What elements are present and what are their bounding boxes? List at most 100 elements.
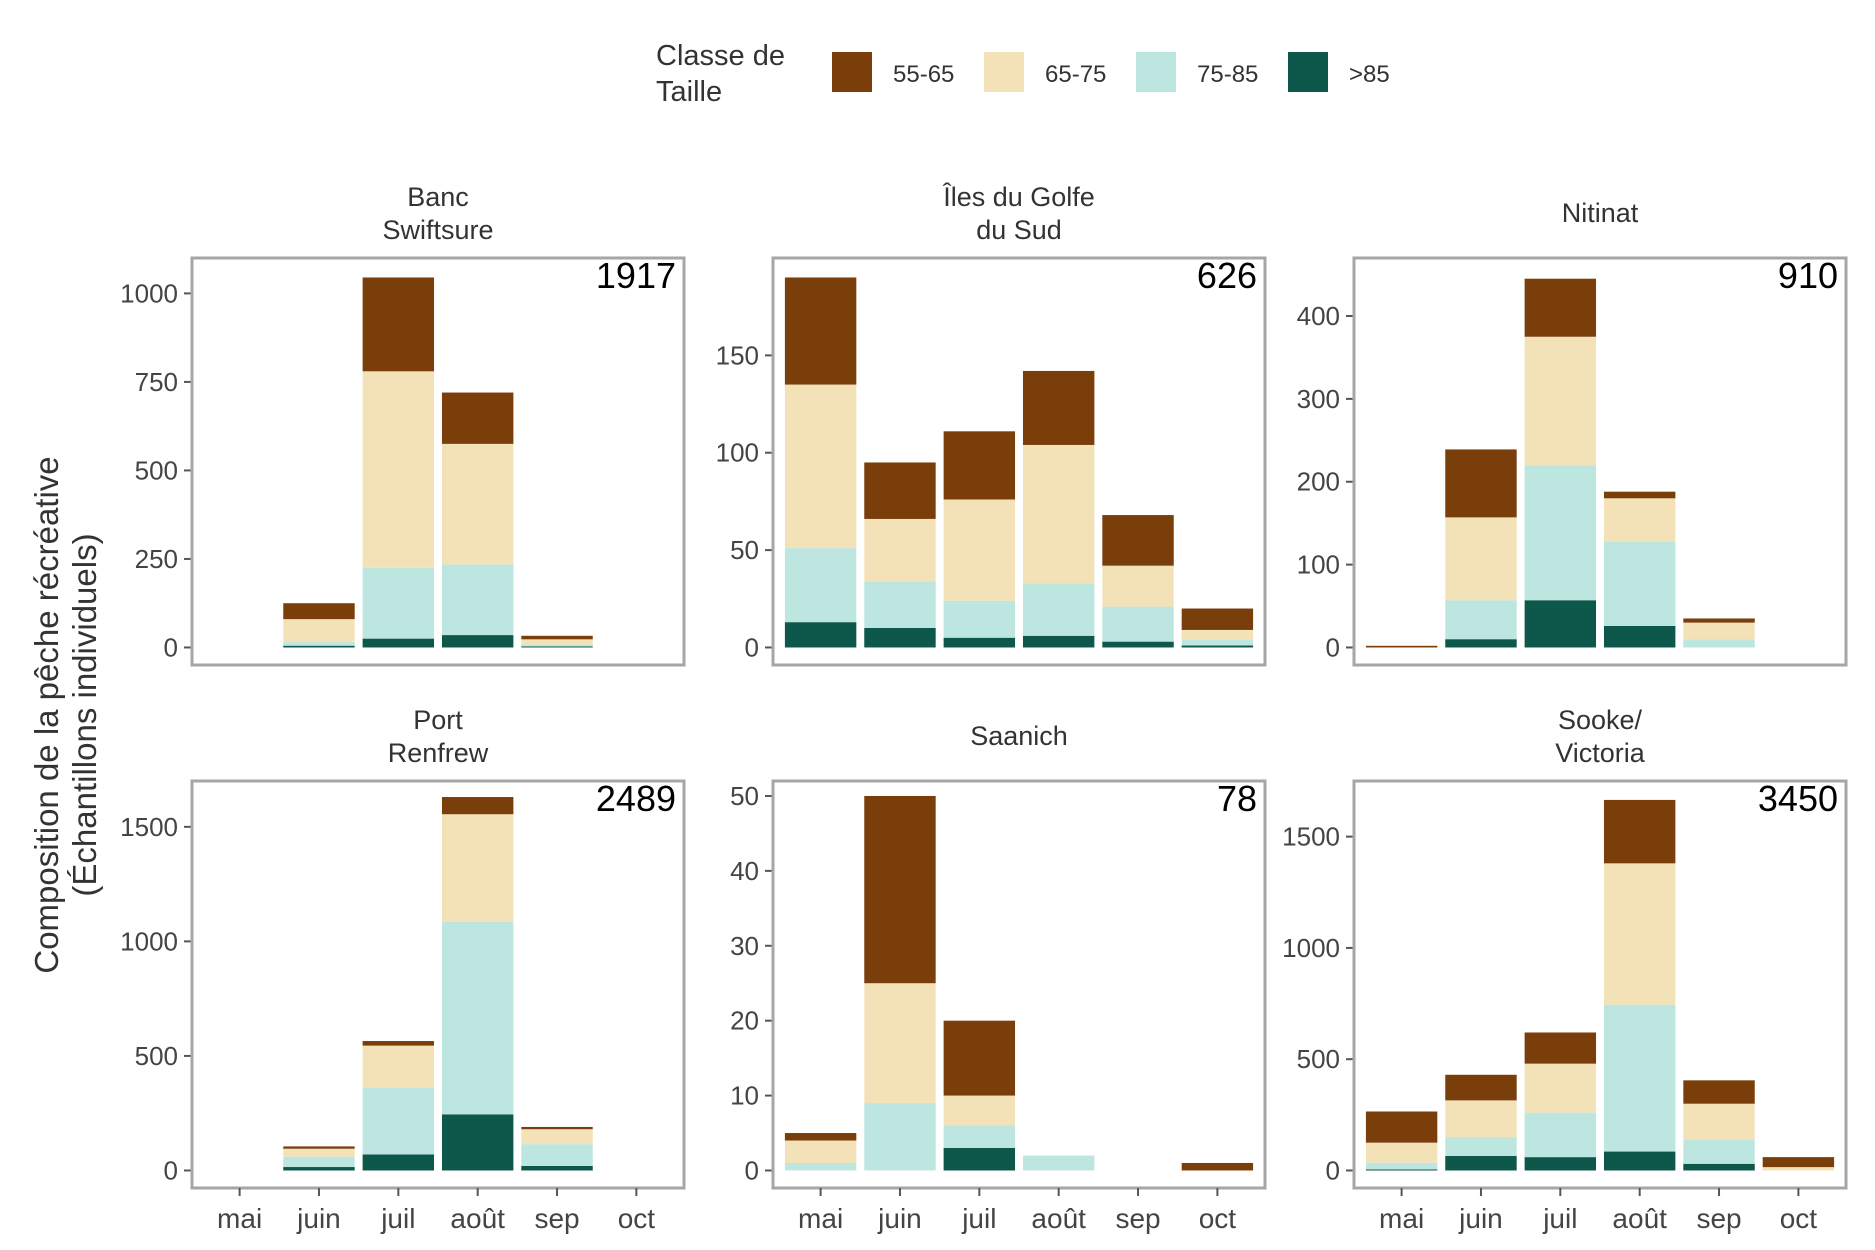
panel-total: 626	[1197, 255, 1257, 296]
bar-segment	[441, 1114, 514, 1171]
panel-title: Banc	[407, 182, 469, 212]
bar-segment	[1181, 1162, 1254, 1171]
bar-segment	[1603, 1151, 1676, 1171]
y-tick-label: 150	[716, 340, 759, 370]
legend-item: 65-75	[984, 52, 1106, 92]
panel-total: 910	[1778, 255, 1838, 296]
bar-segment	[1365, 645, 1438, 648]
bar-segment	[1524, 465, 1597, 601]
bar-segment	[1445, 1100, 1517, 1138]
panel-total: 2489	[596, 778, 676, 819]
bar-segment	[441, 797, 514, 815]
panel-border	[190, 256, 686, 667]
x-tick-label: août	[1031, 1203, 1086, 1234]
y-tick-label: 0	[164, 1155, 178, 1185]
bar-segment	[441, 564, 514, 636]
x-tick-label: oct	[1780, 1203, 1818, 1234]
panel-border	[1352, 256, 1848, 667]
bar-segment	[521, 1129, 593, 1145]
x-tick-label: juin	[1458, 1203, 1503, 1234]
bar-segment	[1603, 491, 1676, 499]
bar-segment	[521, 635, 593, 640]
panel-title: Îles du Golfe	[942, 181, 1095, 212]
bar-segment	[943, 499, 1016, 601]
x-tick-label: sep	[534, 1203, 579, 1234]
legend: Classe de Taille 55-65 65-75 75-85 >85	[656, 40, 1390, 108]
bar-segment	[1445, 449, 1517, 518]
bar-segment	[441, 443, 514, 565]
bar-segment	[943, 431, 1016, 500]
y-tick-label: 0	[164, 632, 178, 662]
panel-title: Renfrew	[388, 738, 489, 768]
bar-segment	[784, 1133, 857, 1141]
bar-segment	[1022, 1155, 1095, 1171]
bar-segment	[1524, 1063, 1597, 1113]
bar-segment	[1445, 1156, 1517, 1171]
y-tick-label: 40	[730, 856, 759, 886]
x-tick-label: mai	[798, 1203, 843, 1234]
panel-border	[190, 779, 686, 1190]
y-tick-label: 50	[730, 781, 759, 811]
y-tick-label: 0	[745, 632, 759, 662]
bar-segment	[441, 814, 514, 922]
bar-segment	[1181, 639, 1254, 646]
bar-segment	[283, 1156, 355, 1168]
y-axis-label-line: (Échantillons individuels)	[66, 533, 103, 896]
x-tick-label: mai	[1379, 1203, 1424, 1234]
panel-title: Saanich	[970, 721, 1068, 751]
x-tick-label: août	[450, 1203, 505, 1234]
bar-segment	[521, 1126, 593, 1130]
bar-segment	[1683, 622, 1755, 640]
panel-total: 1917	[596, 255, 676, 296]
bar-segment	[283, 642, 355, 646]
bar-segment	[1524, 1112, 1597, 1158]
legend-label: 55-65	[893, 61, 954, 88]
bar-segment	[943, 1095, 1016, 1126]
bar-segment	[1181, 645, 1254, 648]
bar-segment	[1365, 1169, 1438, 1171]
x-tick-label: oct	[1199, 1203, 1237, 1234]
y-tick-label: 1000	[120, 926, 178, 956]
bar-segment	[521, 644, 593, 647]
bar-segment	[1102, 641, 1174, 648]
y-axis-label: Composition de la pêche récréative(Échan…	[28, 456, 103, 973]
bar-segment	[1445, 600, 1517, 640]
panel-total: 3450	[1758, 778, 1838, 819]
bar-segment	[1683, 639, 1755, 648]
panel-title: Nitinat	[1562, 198, 1639, 228]
chart-panel: Sooke/Victoria 0 500 1000 1500 3450 mai juin jui…	[1282, 705, 1848, 1234]
y-tick-label: 500	[135, 455, 178, 485]
x-tick-label: oct	[618, 1203, 656, 1234]
bar-segment	[784, 548, 857, 623]
panel-border	[771, 256, 1267, 667]
bar-segment	[1102, 565, 1174, 607]
y-tick-label: 250	[135, 544, 178, 574]
legend-swatch	[832, 52, 872, 92]
bar-segment	[864, 1103, 936, 1171]
y-tick-label: 30	[730, 931, 759, 961]
bar-segment	[362, 277, 435, 372]
y-tick-label: 500	[1297, 1044, 1340, 1074]
x-tick-label: juin	[296, 1203, 341, 1234]
bar-segment	[784, 1140, 857, 1163]
bar-segment	[1762, 1157, 1835, 1168]
bar-segment	[1445, 639, 1517, 648]
bar-segment	[1524, 1032, 1597, 1064]
bar-segment	[362, 1041, 435, 1046]
bar-segment	[1181, 608, 1254, 630]
bar-segment	[1603, 625, 1676, 648]
y-tick-label: 500	[135, 1041, 178, 1071]
bar-segment	[441, 392, 514, 444]
panel-title: du Sud	[976, 215, 1062, 245]
panel-title: Sooke/	[1558, 705, 1643, 735]
legend-swatch	[1136, 52, 1176, 92]
bar-segment	[1683, 1163, 1755, 1171]
bar-segment	[1022, 370, 1095, 445]
legend-swatch	[1288, 52, 1328, 92]
chart-panel: Saanich 0 10 20 30 40 50 78 mai juin juil août sep oc…	[730, 721, 1267, 1234]
bar-segment	[441, 635, 514, 648]
legend-item: 75-85	[1136, 52, 1258, 92]
bar-segment	[283, 645, 355, 648]
